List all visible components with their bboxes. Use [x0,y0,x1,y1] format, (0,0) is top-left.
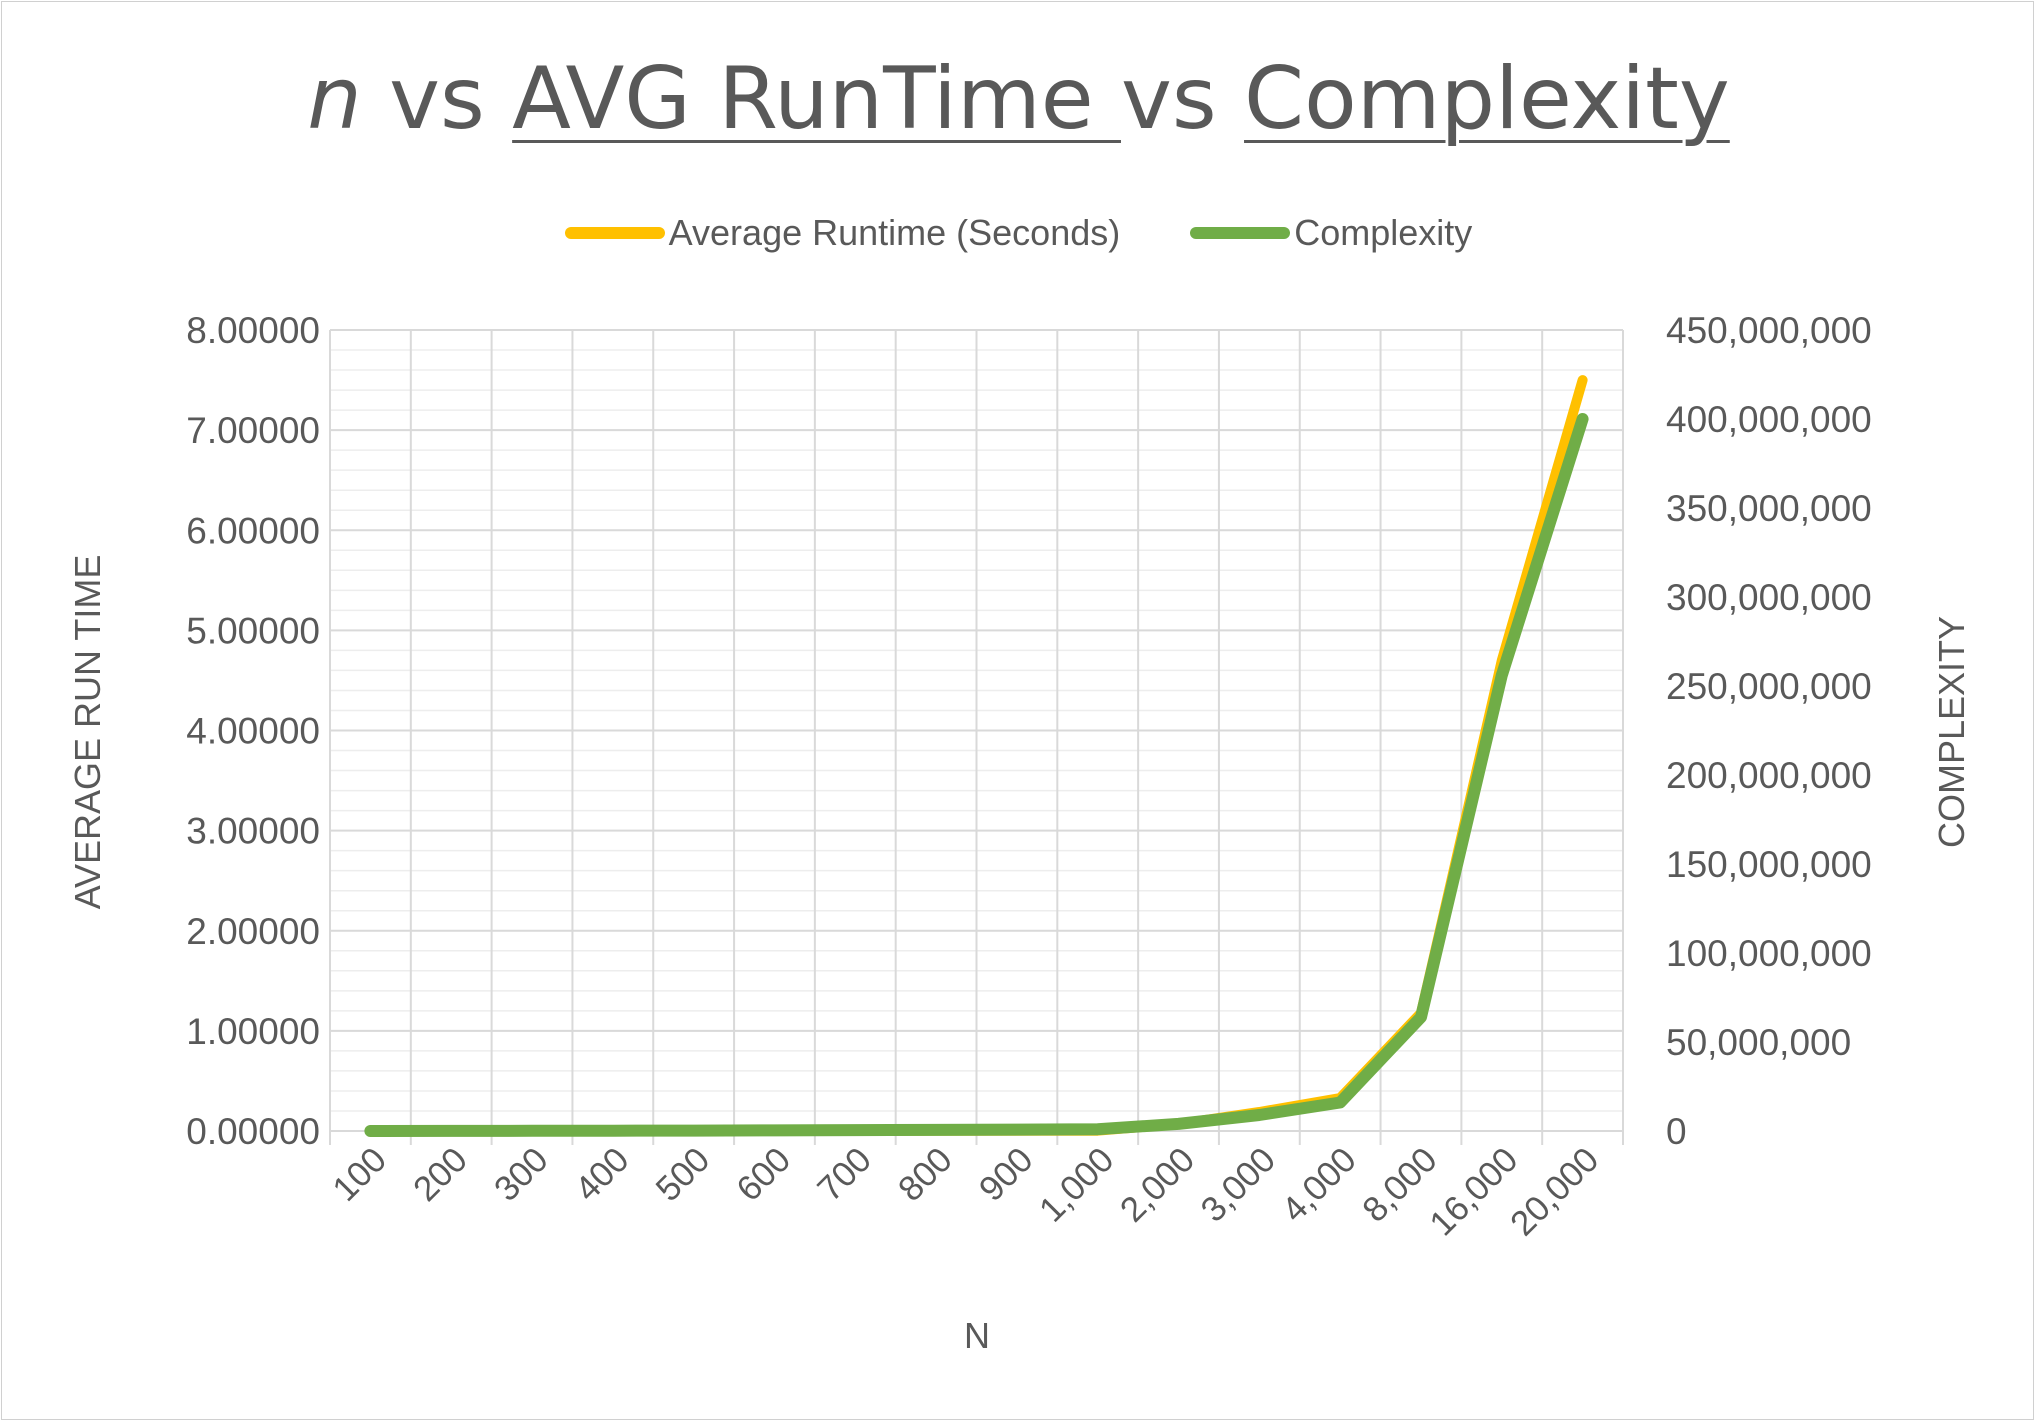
y-right-tick-label: 150,000,000 [1666,844,1872,885]
gridlines [329,329,1624,1145]
title-n: n [307,49,362,149]
y-axis-left-label: AVERAGE RUN TIME [67,555,108,910]
x-tick-label: 200 [406,1140,475,1209]
y-left-tick-label: 1.00000 [186,1011,320,1052]
y-right-tick-label: 50,000,000 [1666,1022,1851,1063]
title-vs-2: vs [1120,49,1245,149]
y-left-tick-label: 0.00000 [186,1111,320,1152]
x-tick-label: 1,000 [1032,1140,1122,1230]
x-tick-label: 4,000 [1274,1140,1364,1230]
y-right-tick-label: 400,000,000 [1666,399,1872,440]
y-right-tick-label: 0 [1666,1111,1687,1152]
x-tick-label: 3,000 [1193,1140,1283,1230]
y-left-tick-label: 5.00000 [186,610,320,651]
y-right-tick-label: 350,000,000 [1666,488,1872,529]
x-tick-label: 300 [487,1140,556,1209]
series-line-complexity [364,413,1589,1137]
legend-label-complexity: Complexity [1294,212,1473,253]
y-axis-left-ticks: 0.00000 1.00000 2.00000 3.00000 4.00000 5.000… [186,310,320,1152]
y-left-tick-label: 4.00000 [186,711,320,752]
y-left-tick-label: 7.00000 [186,410,320,451]
y-left-tick-label: 2.00000 [186,911,320,952]
chart-legend: Average Runtime (Seconds) Complexity [0,212,2037,254]
title-complexity: Complexity [1244,49,1730,149]
legend-item-complexity: Complexity [1190,212,1472,254]
x-axis-ticks: 100 200 300 400 500 600 700 800 9001,0002,0003,0… [325,1140,1606,1243]
y-right-tick-label: 200,000,000 [1666,755,1872,796]
x-tick-label: 600 [729,1140,798,1209]
y-left-tick-label: 3.00000 [186,811,320,852]
x-tick-label: 400 [568,1140,637,1209]
y-right-tick-label: 450,000,000 [1666,310,1872,351]
x-tick-label: 900 [972,1140,1041,1209]
y-right-tick-label: 300,000,000 [1666,577,1872,618]
series-lines [364,375,1589,1137]
x-tick-label: 700 [810,1140,879,1209]
legend-swatch-runtime [564,227,665,239]
x-tick-label: 800 [891,1140,960,1209]
y-right-tick-label: 100,000,000 [1666,933,1872,974]
legend-label-runtime: Average Runtime (Seconds) [668,212,1121,253]
x-tick-label: 100 [325,1140,394,1209]
x-tick-label: 16,000 [1422,1140,1525,1243]
x-tick-label: 2,000 [1113,1140,1203,1230]
x-tick-label: 500 [648,1140,717,1209]
legend-swatch-complexity [1190,227,1291,239]
title-vs-1: vs [361,49,513,149]
y-axis-right-label: COMPLEXITY [1931,616,1972,848]
x-tick-label: 20,000 [1503,1140,1606,1243]
y-axis-right-ticks: 0 50,000,000 100,000,000 150,000,000 200,000… [1666,310,1872,1152]
y-right-tick-label: 250,000,000 [1666,666,1872,707]
legend-item-runtime: Average Runtime (Seconds) [564,212,1121,254]
chart-title: n vs AVG RunTime vs Complexity [0,50,2037,149]
y-left-tick-label: 6.00000 [186,510,320,551]
x-axis-label: N [964,1315,990,1356]
y-left-tick-label: 8.00000 [186,310,320,351]
title-avg-runtime: AVG RunTime [512,49,1121,149]
